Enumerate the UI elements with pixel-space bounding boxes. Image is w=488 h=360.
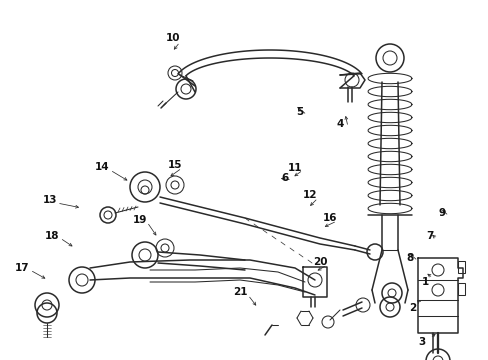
Text: 11: 11 — [287, 163, 302, 173]
Text: 15: 15 — [167, 160, 182, 170]
Text: 2: 2 — [408, 303, 416, 313]
Text: 21: 21 — [232, 287, 247, 297]
Text: 6: 6 — [281, 173, 288, 183]
Text: 20: 20 — [312, 257, 326, 267]
Bar — [457, 261, 464, 273]
Text: 1: 1 — [421, 277, 428, 287]
Text: 16: 16 — [322, 213, 337, 223]
Text: 14: 14 — [95, 162, 109, 172]
Text: 5: 5 — [296, 107, 303, 117]
Bar — [457, 283, 464, 295]
Text: 19: 19 — [133, 215, 147, 225]
Text: 3: 3 — [418, 337, 425, 347]
Text: 8: 8 — [406, 253, 413, 263]
Text: 4: 4 — [336, 119, 343, 129]
Text: 9: 9 — [438, 208, 445, 218]
Text: 12: 12 — [302, 190, 317, 200]
Text: 13: 13 — [42, 195, 57, 205]
Text: 17: 17 — [15, 263, 29, 273]
Text: 10: 10 — [165, 33, 180, 43]
Text: 7: 7 — [426, 231, 433, 241]
Text: 18: 18 — [45, 231, 59, 241]
